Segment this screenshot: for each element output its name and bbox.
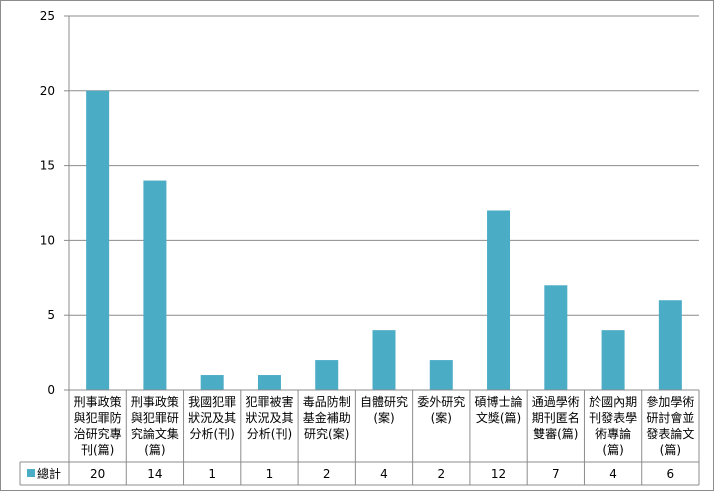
- data-table-value: 2: [437, 467, 445, 481]
- data-table-value: 1: [266, 467, 274, 481]
- bar: [429, 360, 453, 390]
- data-table-value: 4: [609, 467, 617, 481]
- y-tick-label: 20: [40, 84, 55, 98]
- bar: [544, 285, 568, 390]
- category-label: 毒品防制基金補助研究(案): [303, 394, 351, 441]
- category-label: 通過學術期刊匿名雙審(篇): [532, 395, 580, 441]
- category-label: 犯罪被害狀況及其分析(刊): [245, 394, 293, 441]
- data-table-value: 2: [323, 467, 331, 481]
- data-table-value: 1: [208, 467, 216, 481]
- bar: [143, 180, 167, 390]
- y-axis: 0 5 10 15 20 25: [40, 9, 70, 397]
- bar: [487, 210, 511, 390]
- category-label: 刑事政策與犯罪研究論文集(篇): [131, 395, 179, 457]
- y-tick-label: 25: [40, 9, 55, 23]
- category-label: 參加學術研討會並發表論文(篇): [646, 394, 694, 457]
- bar: [257, 375, 281, 390]
- y-tick-label: 0: [47, 383, 55, 397]
- bars: [86, 90, 682, 391]
- data-table-value: 12: [491, 467, 506, 481]
- gridlines: [69, 15, 699, 316]
- data-table-value: 4: [380, 467, 388, 481]
- bar: [200, 375, 224, 390]
- bar: [86, 90, 110, 391]
- data-table-value: 14: [147, 467, 162, 481]
- legend-swatch: [27, 469, 35, 477]
- bar: [658, 300, 682, 390]
- bar: [372, 330, 396, 390]
- category-label: 自體研究(案): [360, 394, 408, 425]
- y-tick-label: 5: [47, 308, 55, 322]
- bar: [315, 360, 339, 390]
- data-table-value: 7: [552, 467, 560, 481]
- y-tick-label: 15: [40, 159, 55, 173]
- bar: [601, 330, 625, 390]
- category-label: 於國內期刊發表學術專論(篇): [589, 394, 637, 457]
- data-table-value: 20: [90, 467, 105, 481]
- category-label: 碩博士論文獎(篇): [475, 394, 523, 425]
- data-table-value: 6: [667, 467, 675, 481]
- category-label: 我國犯罪狀況及其分析(刊): [188, 395, 236, 441]
- category-label: 刑事政策與犯罪防治研究專刊(篇): [74, 395, 122, 457]
- category-label: 委外研究(案): [417, 394, 465, 425]
- y-tick-label: 10: [40, 233, 55, 247]
- legend-series-name: 總計: [37, 466, 61, 481]
- data-table: 刑事政策與犯罪防治研究專刊(篇)刑事政策與犯罪研究論文集(篇)我國犯罪狀況及其分…: [19, 389, 700, 486]
